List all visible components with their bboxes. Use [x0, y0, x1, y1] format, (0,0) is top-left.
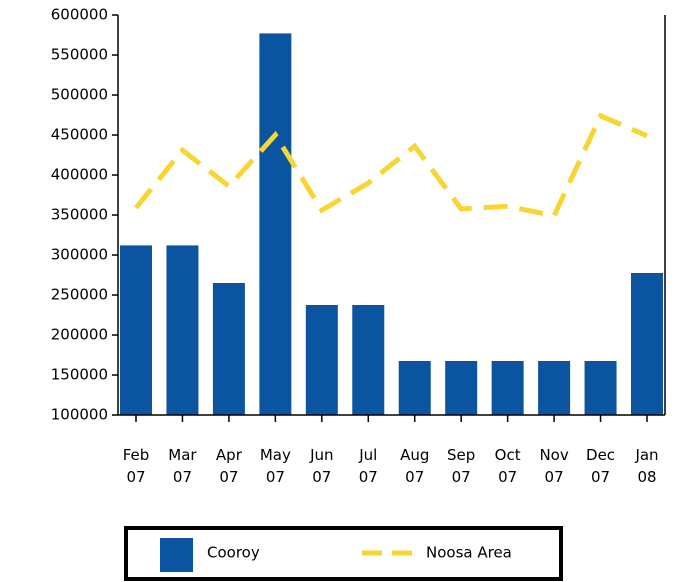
- legend-label: Noosa Area: [426, 544, 512, 562]
- bar: [584, 361, 617, 415]
- x-tick-label: Dec 07: [586, 446, 615, 486]
- y-tick-label: 300000: [51, 246, 108, 264]
- x-tick-label: Feb 07: [123, 446, 150, 486]
- x-tick-label: Jan 08: [634, 446, 658, 486]
- bar: [305, 305, 338, 415]
- bar: [538, 361, 571, 415]
- bar: [631, 273, 663, 415]
- bar: [491, 361, 524, 415]
- x-tick-label: Jul 07: [358, 446, 378, 486]
- bar: [398, 361, 431, 415]
- bar: [259, 33, 292, 416]
- y-tick-label: 500000: [51, 86, 108, 104]
- legend-swatch: [160, 538, 193, 572]
- line: [134, 112, 648, 219]
- y-tick-label: 200000: [51, 326, 108, 344]
- x-tick-label: Jun 07: [309, 446, 333, 486]
- bar: [445, 361, 478, 415]
- y-tick-label: 450000: [51, 126, 108, 144]
- x-tick-label: Aug 07: [400, 446, 429, 486]
- x-tick-label: Oct 07: [495, 446, 521, 486]
- y-tick-label: 400000: [51, 166, 108, 184]
- bar: [120, 245, 152, 415]
- x-tick-label: May 07: [260, 446, 291, 486]
- y-tick-label: 150000: [51, 366, 108, 384]
- x-tick-label: Sep 07: [447, 446, 475, 486]
- y-tick-label: 350000: [51, 206, 108, 224]
- legend-label: Cooroy: [207, 544, 260, 562]
- x-tick-label: Mar 07: [168, 446, 197, 486]
- y-tick-label: 100000: [51, 406, 108, 424]
- y-tick-label: 550000: [51, 46, 108, 64]
- bar: [352, 305, 385, 415]
- x-tick-label: Nov 07: [539, 446, 568, 486]
- x-tick-label: Apr 07: [216, 446, 243, 486]
- y-tick-label: 250000: [51, 286, 108, 304]
- bar: [212, 283, 245, 415]
- y-tick-label: 600000: [51, 6, 108, 24]
- legend-box: [124, 526, 563, 581]
- bar: [166, 245, 199, 415]
